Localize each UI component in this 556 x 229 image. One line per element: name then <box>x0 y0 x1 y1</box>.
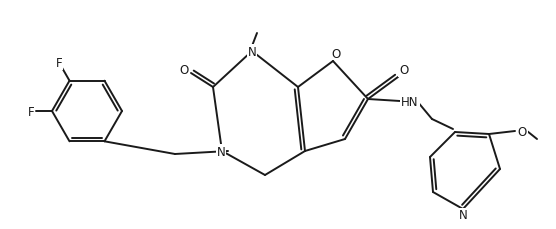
Text: O: O <box>180 63 188 76</box>
Text: O: O <box>518 125 527 138</box>
Text: F: F <box>56 57 62 70</box>
Text: N: N <box>247 45 256 58</box>
Text: F: F <box>28 105 34 118</box>
Text: HN: HN <box>401 95 419 108</box>
Text: O: O <box>331 47 341 60</box>
Text: O: O <box>399 64 409 77</box>
Text: N: N <box>217 145 225 158</box>
Text: N: N <box>459 209 468 221</box>
